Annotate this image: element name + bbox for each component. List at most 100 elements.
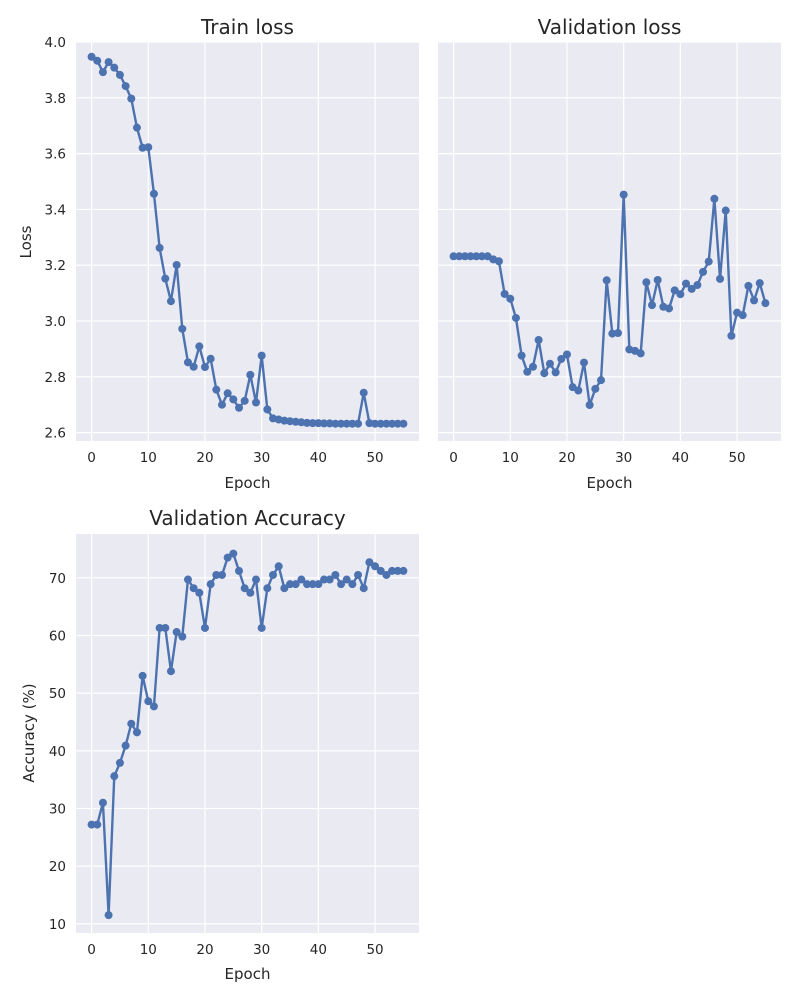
- data-point: [545, 359, 554, 368]
- data-point: [460, 252, 469, 261]
- data-point: [382, 419, 391, 428]
- chart-title-train-loss: Train loss: [200, 15, 294, 39]
- data-point: [359, 584, 368, 593]
- data-point: [280, 584, 289, 593]
- x-tick-label: 0: [87, 450, 96, 466]
- data-point: [388, 566, 397, 575]
- data-point: [704, 257, 713, 266]
- data-point: [314, 580, 323, 589]
- data-point: [149, 189, 158, 198]
- data-point: [240, 396, 249, 405]
- data-point: [574, 386, 583, 395]
- data-point: [183, 575, 192, 584]
- data-point: [585, 401, 594, 410]
- x-axis-label-validation-loss: Epoch: [587, 474, 633, 492]
- data-point: [376, 419, 385, 428]
- data-point: [303, 418, 312, 427]
- data-point: [665, 304, 674, 313]
- data-point: [189, 362, 198, 371]
- data-point: [528, 362, 537, 371]
- panel-train-loss: 0 10 20 30 40 50 2.6 2.8 3.0 3.2 3.4 3.6 3.8 4.0 Trai…: [17, 15, 419, 492]
- panel-validation-loss: 0 10 20 30 40 50 Validation loss Epoch: [438, 15, 781, 492]
- data-point: [693, 281, 702, 290]
- data-point: [144, 697, 153, 706]
- data-point: [388, 419, 397, 428]
- plot-area-validation-loss: [438, 42, 781, 441]
- data-point: [217, 400, 226, 409]
- chart-title-validation-accuracy: Validation Accuracy: [149, 506, 346, 530]
- x-tick-label: 30: [253, 450, 270, 466]
- y-axis-label-validation-accuracy: Accuracy (%): [20, 683, 38, 782]
- data-point: [540, 369, 549, 378]
- data-point: [155, 243, 164, 252]
- x-tick-label: 20: [196, 942, 213, 958]
- ticks-train-loss: 0 10 20 30 40 50 2.6 2.8 3.0 3.2 3.4 3.6 3.8 4.0: [45, 35, 384, 466]
- x-tick-label: 0: [449, 450, 458, 466]
- data-point: [115, 70, 124, 79]
- data-point: [393, 419, 402, 428]
- data-point: [189, 584, 198, 593]
- data-point: [449, 252, 458, 261]
- data-point: [297, 575, 306, 584]
- y-tick-label: 3.6: [45, 147, 66, 163]
- data-point: [744, 281, 753, 290]
- data-point: [399, 566, 408, 575]
- y-axis-label-train-loss: Loss: [17, 225, 35, 258]
- data-point: [557, 354, 566, 363]
- data-point: [721, 206, 730, 215]
- data-point: [761, 299, 770, 308]
- data-point: [399, 419, 408, 428]
- data-point: [591, 384, 600, 393]
- data-point: [246, 370, 255, 379]
- y-tick-label: 2.8: [45, 370, 66, 386]
- data-point: [110, 63, 119, 72]
- data-point: [308, 580, 317, 589]
- data-point: [472, 252, 481, 261]
- data-point: [738, 311, 747, 320]
- data-point: [337, 419, 346, 428]
- data-point: [132, 728, 141, 737]
- data-point: [511, 313, 520, 322]
- x-tick-label: 10: [140, 450, 157, 466]
- y-tick-label: 30: [49, 801, 66, 817]
- data-point: [614, 329, 622, 338]
- gridlines-validation-loss: [438, 41, 781, 441]
- data-point: [506, 294, 515, 303]
- data-point: [200, 363, 209, 372]
- series-layer-validation-accuracy: [87, 549, 408, 920]
- x-axis-label-train-loss: Epoch: [225, 474, 271, 492]
- data-point: [217, 570, 226, 579]
- x-tick-label: 40: [672, 450, 689, 466]
- data-point: [494, 257, 503, 266]
- data-point: [235, 566, 243, 575]
- x-tick-label: 20: [558, 450, 575, 466]
- data-point: [716, 274, 725, 283]
- data-point: [223, 553, 232, 562]
- data-point: [155, 623, 164, 632]
- y-tick-label: 2.6: [45, 426, 66, 442]
- ticks-validation-loss: 0 10 20 30 40 50: [449, 450, 745, 466]
- data-point: [161, 623, 170, 632]
- data-point: [286, 580, 295, 589]
- x-tick-label: 0: [87, 942, 96, 958]
- data-point: [263, 584, 272, 593]
- data-point: [597, 376, 605, 385]
- gridlines-validation-accuracy: [76, 534, 419, 933]
- data-point: [534, 335, 543, 344]
- data-point: [750, 296, 759, 305]
- x-tick-label: 50: [728, 450, 745, 466]
- data-point: [183, 358, 192, 367]
- data-point: [376, 566, 385, 575]
- series-layer-validation-loss: [449, 190, 770, 410]
- y-tick-label: 4.0: [45, 35, 66, 51]
- data-point: [331, 570, 340, 579]
- data-point: [710, 194, 719, 203]
- y-tick-label: 50: [49, 686, 66, 702]
- x-tick-label: 10: [502, 450, 519, 466]
- data-point: [365, 558, 374, 567]
- data-point: [579, 358, 588, 367]
- data-point: [371, 419, 380, 428]
- data-point: [104, 911, 113, 920]
- data-point: [303, 580, 312, 589]
- data-point: [331, 419, 340, 428]
